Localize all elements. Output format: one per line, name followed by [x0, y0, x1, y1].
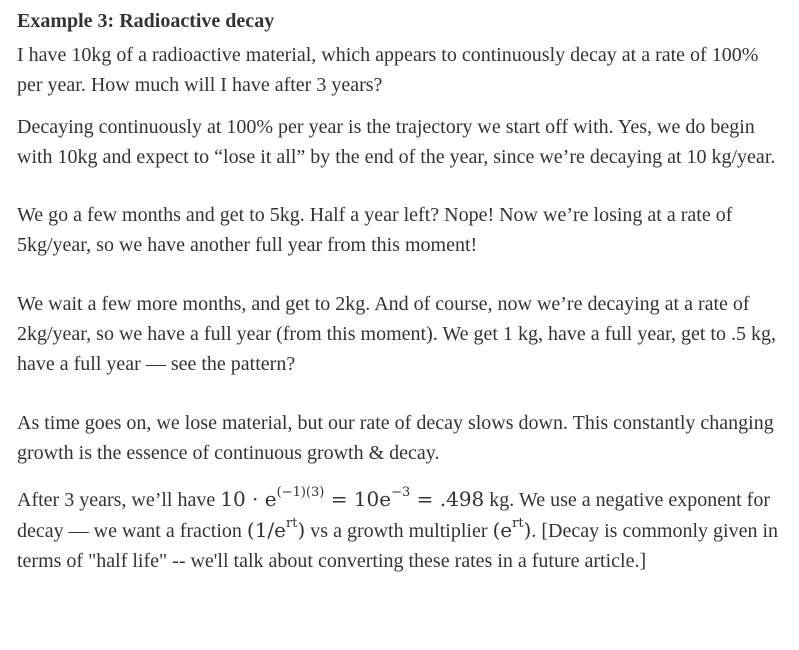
fraction-close: ) [297, 518, 306, 542]
result-paragraph: After 3 years, we’ll have 10 · e(−1)(3) … [17, 484, 787, 576]
formula-equals-1: = 10e [324, 487, 392, 511]
result-text-4: . [Decay is commonly given in terms of "… [17, 520, 779, 572]
explanation-paragraph-2: We go a few months and get to 5kg. Half … [17, 204, 733, 256]
fraction-exponent: rt [286, 516, 298, 532]
multiplier-close: ) [523, 518, 532, 542]
formula-base: 10 · e [220, 487, 277, 511]
result-text-1: After 3 years, we’ll have [17, 489, 221, 511]
result-text-3: vs a growth multiplier [305, 520, 493, 542]
article-body: Example 3: Radioactive decay I have 10kg… [17, 6, 787, 576]
explanation-paragraph-4: As time goes on, we lose material, but o… [17, 412, 774, 464]
example-heading: Example 3: Radioactive decay [17, 10, 275, 32]
formula-exponent-2: −3 [391, 485, 411, 501]
multiplier-exponent: rt [512, 516, 524, 532]
multiplier-formula: (ert) [492, 516, 532, 542]
formula-result: = .498 [410, 487, 485, 511]
multiplier-open: (e [492, 518, 513, 542]
result-text-2: kg. We use a negative exponent for decay… [17, 489, 770, 542]
decay-formula: 10 · e(−1)(3) = 10e−3 = .498 [220, 485, 485, 511]
fraction-formula: (1/ert) [246, 516, 306, 542]
formula-exponent: (−1)(3) [276, 485, 325, 501]
problem-paragraph: I have 10kg of a radioactive material, w… [17, 44, 759, 96]
explanation-paragraph-3: We wait a few more months, and get to 2k… [17, 293, 776, 375]
fraction-open: (1/e [246, 518, 287, 542]
explanation-paragraph-1: Decaying continuously at 100% per year i… [17, 116, 776, 168]
